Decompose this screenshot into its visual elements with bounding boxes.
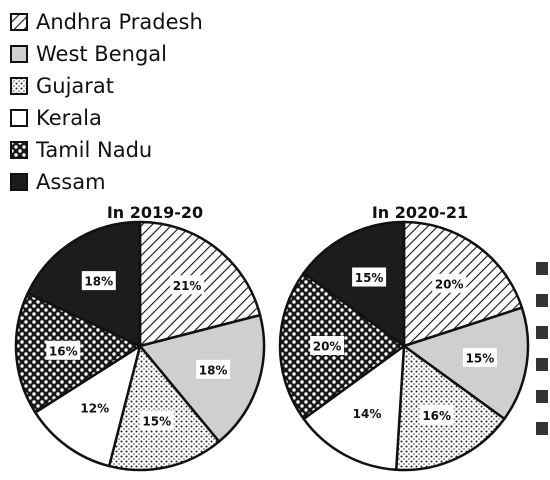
slice-label-background [432,273,467,293]
slice-label-background [350,403,384,423]
slice-label-background [46,340,81,360]
legend-item-gujarat: Gujarat [10,70,203,102]
chart-title: In 2020-21 [372,203,468,222]
slice-label-andhra-pradesh: 20% [435,277,464,291]
slice-label-gujarat: 15% [142,415,171,429]
legend-item-west-bengal: West Bengal [10,38,203,70]
slice-label-background [310,336,345,355]
slice-label-background [77,398,112,418]
slice-label-background [170,275,205,295]
slice-label-west-bengal: 15% [466,352,495,366]
chart-title: In 2019-20 [107,203,203,222]
legend-swatch-gujarat [10,77,28,95]
legend: Andhra Pradesh West Bengal Gujarat Kerala Ta… [10,6,203,198]
slice-label-west-bengal: 18% [199,363,228,377]
slice-label-background [196,359,231,379]
slice-label-background [462,348,497,367]
slice-label-background [352,267,387,287]
legend-item-andhra-pradesh: Andhra Pradesh [10,6,203,38]
legend-label: Andhra Pradesh [36,10,203,34]
legend-label: Gujarat [36,74,115,98]
slice-label-gujarat: 16% [422,409,451,423]
slice-label-tamil-nadu: 20% [313,340,342,354]
slice-label-assam: 15% [355,271,384,285]
legend-swatch-tamil-nadu [10,141,28,159]
slice-label-kerala: 12% [80,402,109,416]
legend-label: Tamil Nadu [36,138,153,162]
pie-slice-gujarat [107,344,221,472]
slice-label-tamil-nadu: 16% [49,344,78,358]
slice-label-assam: 18% [84,275,113,289]
legend-label: Kerala [36,106,102,130]
legend-swatch-kerala [10,109,28,127]
slice-label-kerala: 14% [353,407,382,421]
slice-label-background [81,271,116,291]
pie-chart-in-2019-20: In 2019-20 21% 18% 15% 12% 16% 18% [14,203,266,472]
slice-label-background [139,411,174,430]
pie-chart-in-2020-21: In 2020-21 20% 15% 16% 14% 20% 15% [278,203,530,472]
legend-item-kerala: Kerala [10,102,203,134]
legend-label: West Bengal [36,42,167,66]
legend-swatch-andhra-pradesh [10,13,28,31]
legend-label: Assam [36,170,106,194]
legend-swatch-west-bengal [10,45,28,63]
legend-swatch-assam [10,173,28,191]
slice-label-background [419,405,454,425]
legend-item-assam: Assam [10,166,203,198]
legend-item-tamil-nadu: Tamil Nadu [10,134,203,166]
slice-label-andhra-pradesh: 21% [173,279,202,293]
